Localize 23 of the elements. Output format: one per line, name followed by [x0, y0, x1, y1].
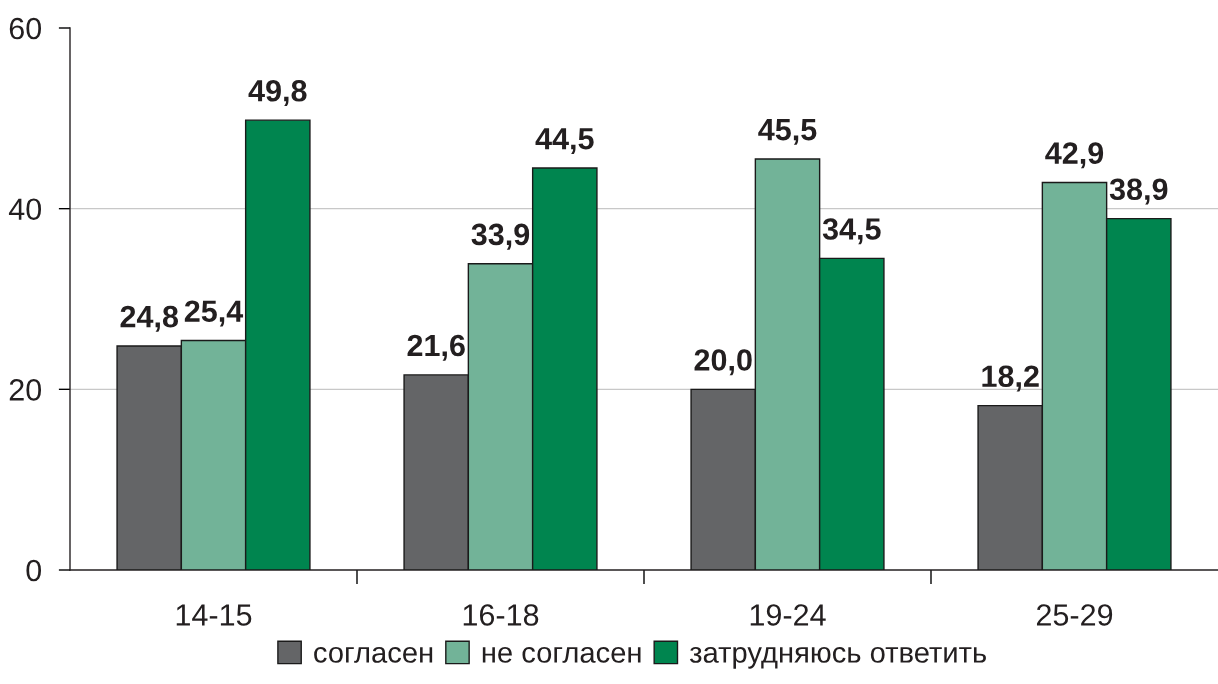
x-tick-label: 14-15	[176, 604, 252, 626]
legend-label: затрудняюсь ответить	[689, 646, 986, 669]
data-label: 18,2	[982, 365, 1039, 392]
data-label: 20,0	[694, 349, 752, 376]
x-tick-label: 16-18	[463, 604, 539, 626]
data-label: 34,5	[822, 218, 881, 245]
y-tick-label: 40	[8, 198, 42, 221]
data-label: 25,4	[184, 300, 244, 327]
legend-label: согласен	[314, 646, 433, 663]
y-tick-label: 0	[26, 559, 42, 582]
x-tick-label: 19-24	[750, 604, 826, 626]
data-label: 33,9	[471, 223, 530, 250]
data-label: 44,5	[535, 128, 594, 154]
y-tick-label: 20	[9, 379, 42, 401]
data-label: 45,5	[758, 119, 817, 145]
y-tick-label: 60	[9, 17, 42, 40]
legend-label: не согласен	[482, 646, 641, 663]
data-label: 38,9	[1109, 178, 1168, 205]
x-tick-label: 25-29	[1036, 604, 1113, 626]
data-label: 49,8	[248, 79, 307, 107]
data-label: 42,9	[1045, 142, 1104, 169]
data-label: 24,8	[120, 305, 179, 332]
data-label: 21,6	[407, 334, 465, 361]
